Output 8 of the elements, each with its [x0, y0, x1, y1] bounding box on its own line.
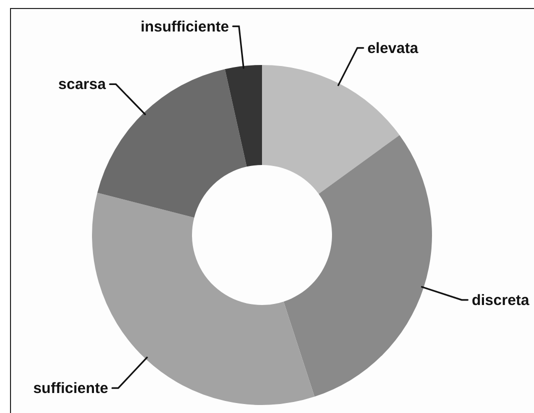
donut-slice — [262, 65, 400, 194]
slice-label: insufficiente — [140, 18, 229, 36]
slice-label: elevata — [367, 40, 419, 57]
donut-slice — [284, 135, 432, 397]
slice-label: discreta — [472, 292, 530, 309]
donut-slice — [224, 65, 262, 167]
slice-label: scarsa — [58, 76, 106, 94]
slice-label: sufficiente — [33, 380, 108, 398]
